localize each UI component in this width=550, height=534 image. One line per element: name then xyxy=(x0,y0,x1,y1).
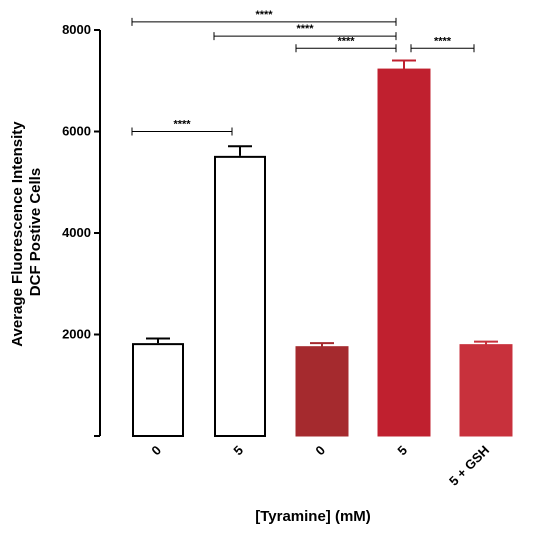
significance-label: **** xyxy=(173,119,191,131)
significance-label: **** xyxy=(255,9,273,21)
significance-brackets: **** **** **** **** **** xyxy=(131,9,475,136)
y-axis-label-line-1: Average Fluorescence Intensity xyxy=(9,121,26,347)
bar xyxy=(459,344,513,437)
significance-label: **** xyxy=(337,35,355,47)
bar xyxy=(214,155,266,438)
y-tick-label: 6000 xyxy=(62,124,91,139)
x-tick-label: 0 xyxy=(148,443,164,459)
y-axis-label-line-2: DCF Postive Cells xyxy=(27,168,44,296)
x-tick-label: 5 + GSH xyxy=(446,443,492,489)
bar xyxy=(295,346,349,437)
significance-label: **** xyxy=(296,23,314,35)
x-tick-label: 5 xyxy=(230,443,246,459)
y-axis: 2000 4000 6000 8000 xyxy=(62,22,101,437)
significance-label: **** xyxy=(434,35,452,47)
bar xyxy=(377,68,431,437)
y-tick-label: 2000 xyxy=(62,327,91,342)
error-bars xyxy=(146,59,498,347)
x-axis-label: [Tyramine] (mM) xyxy=(255,508,371,525)
y-tick-label: 8000 xyxy=(62,22,91,37)
x-tick-label: 5 xyxy=(394,443,410,459)
x-tick-labels: 0 5 0 5 5 + GSH xyxy=(148,443,492,489)
y-tick-label: 4000 xyxy=(62,225,91,240)
x-tick-label: 0 xyxy=(312,443,328,459)
y-axis-label: Average Fluorescence Intensity DCF Posti… xyxy=(9,117,44,347)
bar xyxy=(132,343,184,437)
